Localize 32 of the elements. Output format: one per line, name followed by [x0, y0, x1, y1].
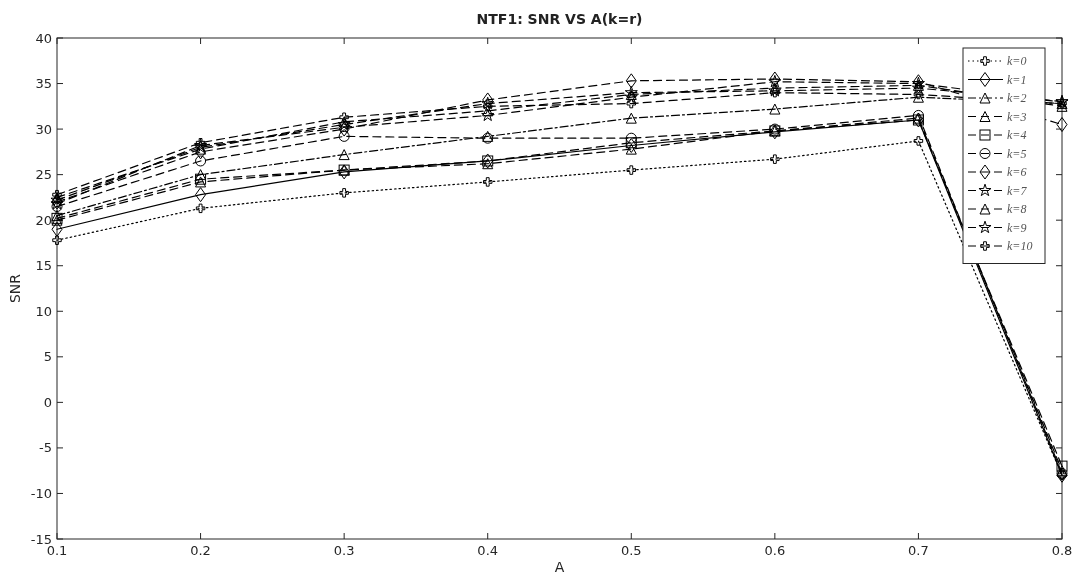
- y-tick-label: 30: [35, 121, 52, 137]
- x-axis-title: A: [554, 559, 565, 575]
- y-tick-label: 0: [43, 394, 52, 410]
- x-tick-label: 0.3: [333, 543, 355, 558]
- legend-label: k=10: [1007, 239, 1033, 253]
- legend-label: k=3: [1007, 109, 1027, 124]
- y-tick-label: -10: [30, 485, 52, 501]
- x-tick-label: 0.8: [1051, 543, 1073, 558]
- y-axis-title: SNR: [7, 273, 23, 304]
- x-tick-label: 0.2: [190, 543, 211, 558]
- x-tick-label: 0.6: [764, 543, 786, 558]
- legend-label: k=5: [1007, 146, 1027, 161]
- x-tick-label: 0.4: [477, 543, 499, 558]
- legend-label: k=1: [1007, 72, 1027, 87]
- y-tick-label: -5: [39, 440, 52, 456]
- y-tick-label: 10: [35, 303, 52, 319]
- y-tick-label: 15: [35, 258, 52, 274]
- y-tick-label: 20: [35, 212, 52, 228]
- legend-label: k=2: [1007, 91, 1027, 105]
- x-tick-label: 0.5: [620, 543, 642, 558]
- chart-title: NTF1: SNR VS A(k=r): [476, 11, 643, 27]
- y-tick-label: 25: [35, 167, 52, 183]
- legend-label: k=7: [1007, 183, 1028, 198]
- legend-label: k=8: [1007, 202, 1027, 216]
- legend-label: k=0: [1007, 54, 1027, 68]
- x-tick-label: 0.7: [908, 543, 929, 558]
- y-tick-label: 5: [43, 349, 52, 365]
- legend-label: k=4: [1007, 128, 1027, 142]
- y-tick-label: 35: [35, 76, 52, 92]
- legend-label: k=9: [1007, 220, 1027, 235]
- y-tick-label: 40: [35, 30, 52, 46]
- legend-label: k=6: [1007, 165, 1027, 179]
